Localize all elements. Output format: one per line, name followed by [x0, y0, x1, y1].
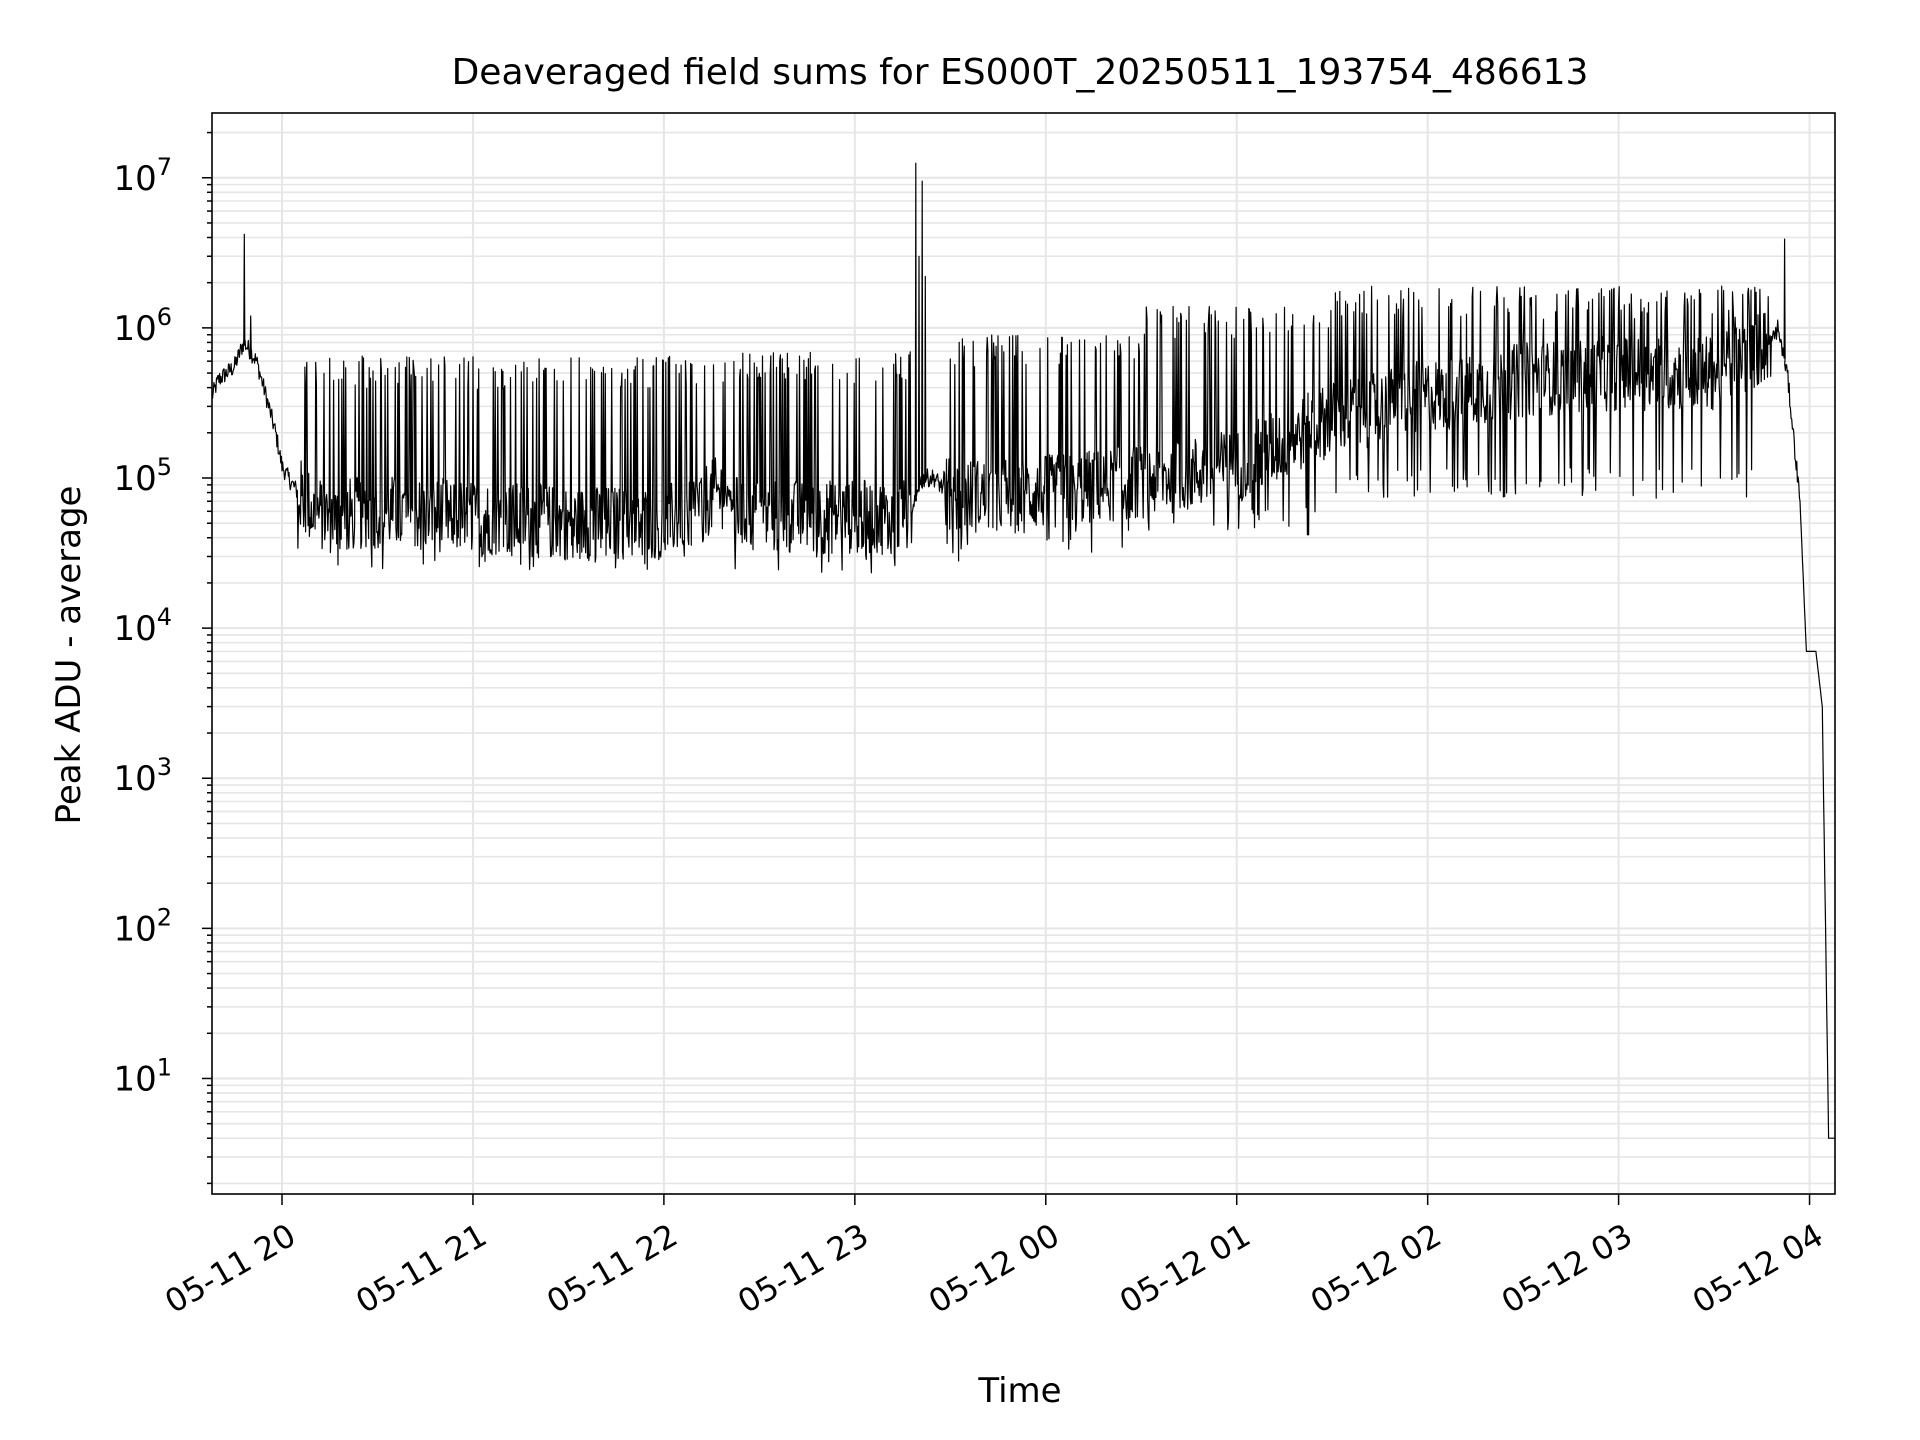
data-line-layer — [211, 162, 1835, 1139]
y-axis-label: Peak ADU - average — [49, 486, 89, 825]
y-tick-label: 107 — [113, 153, 172, 199]
y-tick-label: 102 — [113, 903, 172, 949]
y-tick-label: 106 — [113, 303, 172, 349]
y-tick-label: 105 — [113, 453, 172, 499]
y-tick-label: 103 — [113, 753, 172, 799]
chart-title: Deaveraged field sums for ES000T_2025051… — [452, 52, 1589, 93]
y-tick-label: 101 — [113, 1053, 172, 1099]
y-tick-label: 104 — [113, 603, 172, 649]
x-axis-label: Time — [977, 1371, 1061, 1411]
plot-frame — [211, 112, 1836, 1195]
data-line — [211, 162, 1835, 1139]
